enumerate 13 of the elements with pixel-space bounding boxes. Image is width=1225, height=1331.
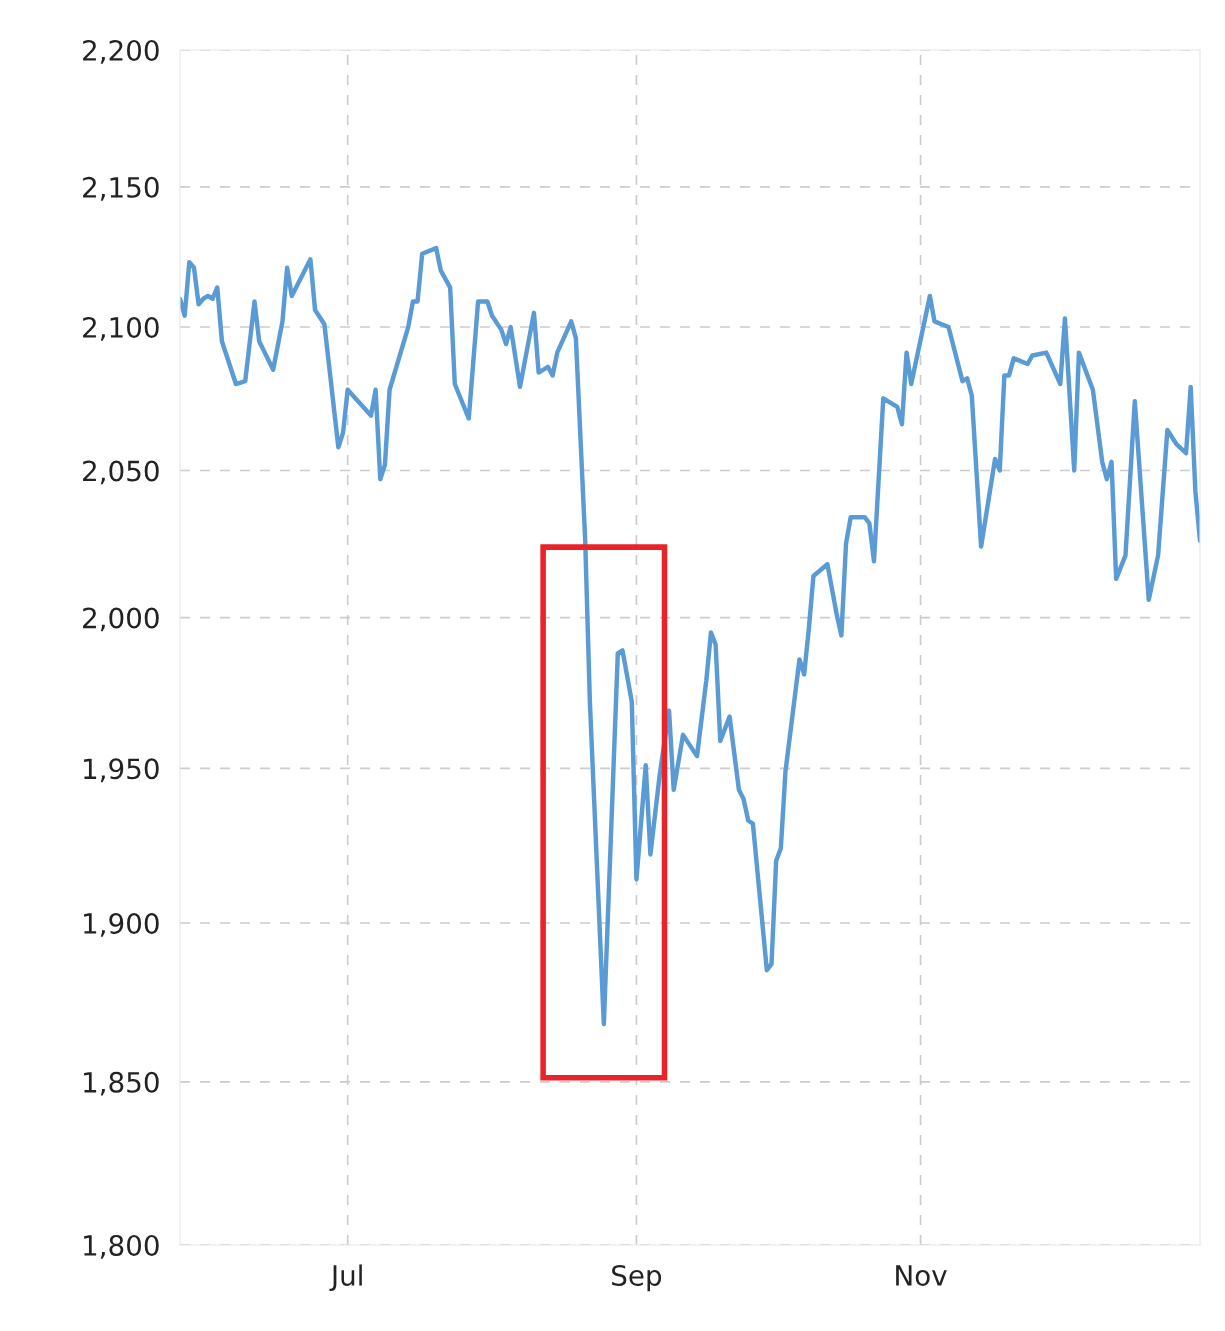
y-tick-label: 2,150 (83, 176, 159, 201)
y-tick-label: 2,100 (83, 316, 159, 341)
y-tick-label: 1,950 (84, 758, 159, 783)
y-tick-label: 2,050 (83, 460, 159, 485)
y-tick-label: 1,900 (84, 912, 159, 937)
y-tick-label: 2,200 (83, 39, 159, 64)
y-tick-label: 1,800 (84, 1234, 159, 1259)
x-tick-label: Nov (896, 1265, 947, 1286)
x-tick-label: Sep (612, 1264, 662, 1292)
line-series (180, 245, 1200, 1027)
y-tick-label: 2,000 (83, 607, 159, 632)
y-tick-label: 1,850 (84, 1071, 159, 1096)
x-tick-label: Jul (329, 1264, 362, 1292)
